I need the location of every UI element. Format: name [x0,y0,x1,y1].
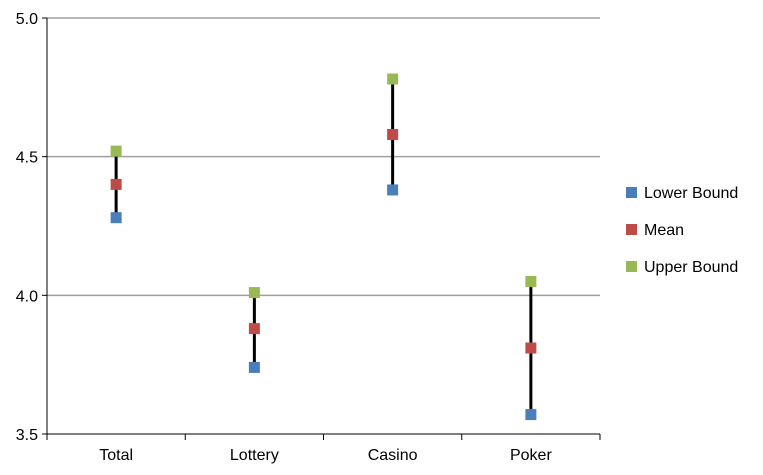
marker-lower-bound-total [110,212,122,224]
legend-label-mean: Mean [644,222,684,239]
marker-lower-bound-poker [525,409,537,421]
marker-upper-bound-total [110,145,122,157]
marker-lower-bound-casino [387,184,399,196]
x-tick-label-lottery: Lottery [230,447,279,464]
data-markers [110,73,537,421]
legend-label-lower-bound: Lower Bound [644,185,738,202]
x-tick-label-poker: Poker [510,447,552,464]
tick-labels: 3.5 4.0 4.5 5.0 Total Lottery Casino Poker [16,11,553,464]
x-tick-label-total: Total [99,447,133,464]
x-tick-label-casino: Casino [368,447,418,464]
y-tick-label: 5.0 [16,11,38,28]
legend-swatch-lower-bound [626,187,637,198]
range-lines [114,79,533,415]
gridlines [47,17,600,297]
legend-label-upper-bound: Upper Bound [644,259,738,276]
marker-mean-lottery [248,323,260,335]
marker-upper-bound-casino [387,73,399,85]
legend: Lower Bound Mean Upper Bound [626,185,738,276]
axes [42,17,601,440]
marker-mean-total [110,178,122,190]
y-tick-label: 4.0 [16,288,38,305]
y-tick-label: 4.5 [16,150,38,167]
marker-mean-casino [387,128,399,140]
marker-mean-poker [525,342,537,354]
marker-upper-bound-lottery [248,287,260,299]
marker-lower-bound-lottery [248,361,260,373]
y-tick-label: 3.5 [16,427,38,444]
legend-swatch-upper-bound [626,261,637,272]
marker-upper-bound-poker [525,275,537,287]
legend-swatch-mean [626,224,637,235]
